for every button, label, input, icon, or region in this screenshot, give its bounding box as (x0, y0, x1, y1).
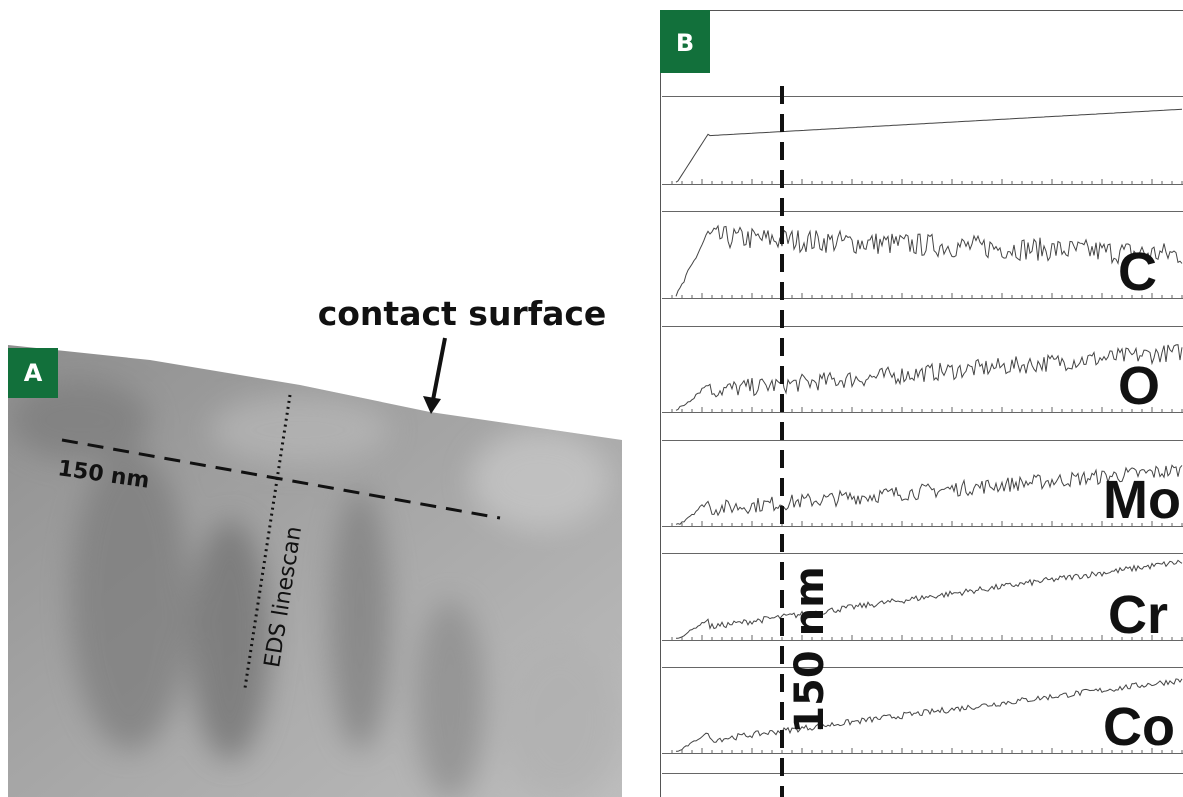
profile-trace (675, 464, 1183, 525)
profile-trace (676, 559, 1183, 639)
arrow-head (423, 396, 441, 414)
profile-trace (675, 344, 1183, 411)
linescan-line (243, 394, 292, 689)
element-label: C (1118, 242, 1157, 302)
micrograph (8, 345, 622, 797)
element-label: Mo (1103, 470, 1181, 530)
profile-trace (676, 678, 1183, 752)
arrow (431, 337, 447, 401)
scale-line (61, 438, 501, 520)
panel-frame (660, 10, 1183, 797)
profile-trace (675, 108, 1183, 183)
panel-label: B (676, 29, 694, 57)
annotation: contact surface (318, 294, 607, 333)
scale-label: 150 nm (787, 566, 833, 734)
panel-tag (660, 10, 710, 73)
element-label: Cr (1108, 585, 1168, 645)
panel-label: A (24, 359, 43, 387)
profile-trace (675, 224, 1183, 297)
panel-tag (8, 348, 58, 398)
element-label: O (1118, 356, 1160, 416)
element-label: Co (1103, 697, 1175, 757)
profiles (662, 96, 1183, 774)
